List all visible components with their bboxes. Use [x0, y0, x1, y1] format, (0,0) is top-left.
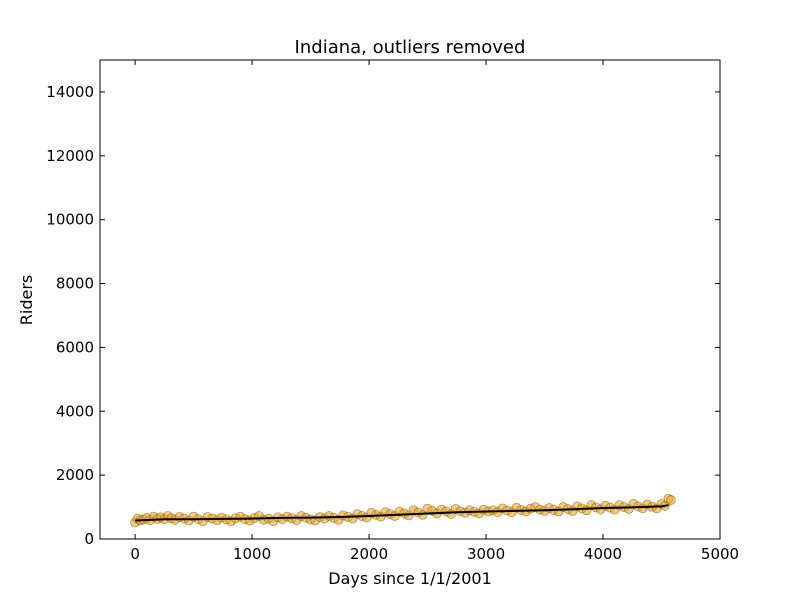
- y-tick-label: 8000: [56, 275, 94, 293]
- y-tick-label: 0: [84, 530, 94, 548]
- y-tick-label: 14000: [46, 83, 94, 101]
- y-axis-label: Riders: [17, 275, 36, 325]
- x-axis-label: Days since 1/1/2001: [328, 569, 492, 588]
- y-tick-label: 6000: [56, 338, 94, 356]
- x-tick-label: 2000: [350, 545, 388, 563]
- plot-frame: [99, 59, 721, 540]
- trend-line: [135, 504, 669, 522]
- x-tick-label: 1000: [233, 545, 271, 563]
- y-tick-label: 2000: [56, 466, 94, 484]
- y-tick-label: 4000: [56, 402, 94, 420]
- axis-ticks: 0 1000 2000 3000 4000 5000 0 2000 4000 6000 8000 10…: [46, 60, 739, 563]
- y-tick-label: 10000: [46, 211, 94, 229]
- y-tick-label: 12000: [46, 147, 94, 165]
- data-point: [665, 495, 676, 505]
- x-tick-label: 3000: [467, 545, 505, 563]
- plot-area: [130, 493, 676, 528]
- x-tick-label: 0: [130, 545, 140, 563]
- x-tick-label: 4000: [584, 545, 622, 563]
- x-tick-label: 5000: [701, 545, 739, 563]
- chart-title: Indiana, outliers removed: [295, 37, 526, 58]
